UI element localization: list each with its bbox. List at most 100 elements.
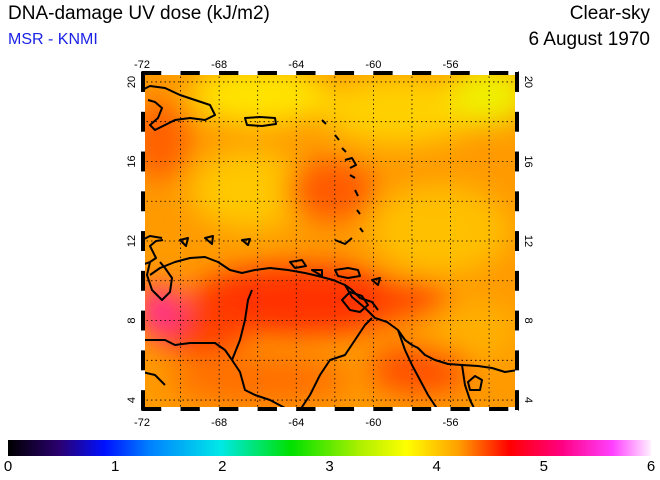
scale-bar-segment xyxy=(373,407,393,411)
scale-bar-segment xyxy=(296,407,316,411)
scale-bar-segment xyxy=(515,231,519,251)
scale-bar-segment xyxy=(450,407,470,411)
lon-tick-label: -64 xyxy=(288,59,304,71)
scale-bar-segment xyxy=(180,71,200,75)
colorbar-tick: 6 xyxy=(646,458,656,475)
colorbar-tick: 5 xyxy=(539,458,548,475)
scale-bar-segment xyxy=(238,407,258,411)
lat-tick-label: 16 xyxy=(126,155,138,167)
source-label: MSR - KNMI xyxy=(8,31,98,48)
scale-bar-segment xyxy=(257,407,277,411)
colorbar-tick: 2 xyxy=(218,458,227,475)
scale-bar-segment xyxy=(141,111,145,132)
scale-bar-segment xyxy=(469,407,490,411)
colorbar-tick: 4 xyxy=(432,458,441,475)
scale-bar-segment xyxy=(515,350,519,371)
lon-tick-label: -60 xyxy=(365,59,381,71)
scale-bar-segment xyxy=(515,290,519,311)
left-lat-labels: 20 16 12 8 4 xyxy=(126,76,138,403)
scale-bar-segment xyxy=(515,131,519,152)
scale-bar-segment xyxy=(296,71,316,75)
scale-bar-segment xyxy=(219,71,239,75)
lon-tick-label: -64 xyxy=(288,417,304,429)
scale-bar-segment xyxy=(411,71,432,75)
scale-bar-segment xyxy=(141,270,145,291)
scale-bar-segment xyxy=(515,330,519,351)
scale-bar-segment xyxy=(161,71,181,75)
coastlines xyxy=(142,85,518,410)
scale-bar-segment xyxy=(141,72,145,92)
sky-condition: Clear-sky xyxy=(569,3,650,24)
scale-bar-segment xyxy=(450,71,470,75)
scale-bar-segment xyxy=(199,71,220,75)
lat-tick-label: 12 xyxy=(126,235,138,247)
colorbar-tick: 1 xyxy=(110,458,120,475)
scale-bar-segment xyxy=(276,407,297,411)
scale-bar-segment xyxy=(141,151,145,172)
lat-tick-label: 12 xyxy=(522,235,534,247)
scale-bar-segment xyxy=(515,250,519,271)
scale-bar-segment xyxy=(515,111,519,132)
scale-bar-segment xyxy=(141,131,145,152)
scale-bar-segment xyxy=(515,191,519,212)
lon-tick-label: -56 xyxy=(443,59,459,71)
scale-bar-segment xyxy=(431,407,451,411)
scale-bar-segment xyxy=(515,72,519,92)
frame-scale-bars xyxy=(141,71,519,411)
bottom-lon-labels: -72 -68 -64 -60 -56 xyxy=(134,417,458,429)
scale-bar-segment xyxy=(141,290,145,311)
scale-bar-segment xyxy=(141,211,145,232)
colorbar xyxy=(8,440,651,456)
top-lon-labels: -72 -68 -64 -60 -56 xyxy=(134,59,458,71)
lon-tick-label: -68 xyxy=(211,59,227,71)
lat-tick-label: 4 xyxy=(126,397,138,403)
scale-bar-segment xyxy=(141,310,145,331)
lon-tick-label: -68 xyxy=(211,417,227,429)
scale-bar-segment xyxy=(508,407,518,411)
lat-tick-label: 8 xyxy=(522,317,534,323)
scale-bar-segment xyxy=(354,407,374,411)
scale-bar-segment xyxy=(489,407,509,411)
scale-bar-segment xyxy=(431,71,451,75)
lon-tick-label: -60 xyxy=(365,417,381,429)
scale-bar-segment xyxy=(469,71,490,75)
scale-bar-segment xyxy=(515,310,519,331)
scale-bar-segment xyxy=(315,71,335,75)
scale-bar-segment xyxy=(373,71,393,75)
scale-bar-segment xyxy=(180,407,200,411)
uv-dose-field xyxy=(142,72,518,410)
scale-bar-segment xyxy=(515,171,519,192)
colorbar-tick: 3 xyxy=(325,458,334,475)
lat-tick-label: 8 xyxy=(126,317,138,323)
scale-bar-segment xyxy=(141,91,145,112)
lon-tick-label: -72 xyxy=(134,59,150,71)
map-title: DNA-damage UV dose (kJ/m2) xyxy=(8,3,270,24)
scale-bar-segment xyxy=(411,407,432,411)
scale-bar-segment xyxy=(334,71,355,75)
lat-tick-label: 20 xyxy=(126,76,138,88)
scale-bar-segment xyxy=(315,407,335,411)
scale-bar-segment xyxy=(141,350,145,371)
scale-bar-segment xyxy=(141,191,145,212)
map-date: 6 August 1970 xyxy=(528,29,651,50)
scale-bar-segment xyxy=(515,211,519,232)
scale-bar-segment xyxy=(141,370,145,391)
scale-bar-segment xyxy=(334,407,355,411)
scale-bar-segment xyxy=(392,71,412,75)
right-lat-labels: 20 16 12 8 4 xyxy=(522,76,534,403)
scale-bar-segment xyxy=(141,171,145,192)
scale-bar-segment xyxy=(515,91,519,112)
scale-bar-segment xyxy=(141,250,145,271)
lat-tick-label: 4 xyxy=(522,397,534,403)
scale-bar-segment xyxy=(238,71,258,75)
scale-bar-segment xyxy=(142,407,162,411)
scale-bar-segment xyxy=(257,71,277,75)
scale-bar-segment xyxy=(515,270,519,291)
scale-bar-segment xyxy=(515,370,519,391)
scale-bar-segment xyxy=(354,71,374,75)
scale-bar-segment xyxy=(141,390,145,410)
colorbar-tick: 0 xyxy=(3,458,13,475)
scale-bar-segment xyxy=(508,71,518,75)
scale-bar-segment xyxy=(489,71,509,75)
